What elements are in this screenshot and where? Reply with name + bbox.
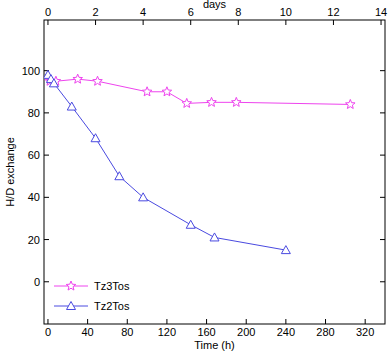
x-tick xyxy=(47,319,48,324)
x2-tick xyxy=(238,20,239,25)
legend-marker xyxy=(66,281,76,290)
x2-tick xyxy=(333,20,334,25)
y-tick xyxy=(44,112,49,113)
point xyxy=(210,233,219,241)
x-tick-label: 240 xyxy=(277,326,295,338)
point xyxy=(91,134,100,142)
point xyxy=(281,246,290,254)
x-tick-label: 200 xyxy=(237,326,255,338)
y-tick-label: 20 xyxy=(28,234,40,246)
x2-tick-label: 14 xyxy=(375,6,387,18)
point xyxy=(93,76,103,85)
x-tick xyxy=(206,319,207,324)
x2-tick-label: 8 xyxy=(235,6,241,18)
y-tick xyxy=(44,155,49,156)
x-tick-label: 0 xyxy=(45,326,51,338)
x2-axis-label: days xyxy=(203,0,227,10)
x2-tick xyxy=(95,20,96,25)
point xyxy=(49,79,58,87)
y-tick xyxy=(44,281,49,282)
x-tick-label: 320 xyxy=(356,326,374,338)
x-tick-label: 280 xyxy=(316,326,334,338)
y-tick-right xyxy=(380,281,385,282)
x2-tick xyxy=(190,20,191,25)
point xyxy=(142,87,152,96)
x-tick xyxy=(325,319,326,324)
legend-label: Tz2Tos xyxy=(94,300,130,312)
y-tick-label: 0 xyxy=(34,276,40,288)
point xyxy=(186,220,195,228)
y-tick-label: 40 xyxy=(28,191,40,203)
x2-tick xyxy=(381,20,382,25)
point xyxy=(182,98,192,107)
x-tick-label: 40 xyxy=(81,326,93,338)
point xyxy=(346,99,356,108)
y-tick-right xyxy=(380,197,385,198)
y-tick-label: 60 xyxy=(28,149,40,161)
chart: 0 40 80 120 160 200 240 280 320 0 2 4 6 8 10 12 14 0 20 40 6… xyxy=(0,0,392,351)
y-tick-right xyxy=(380,112,385,113)
y-tick xyxy=(44,239,49,240)
legend-marker xyxy=(67,302,76,310)
x-tick-label: 120 xyxy=(158,326,176,338)
x-tick xyxy=(365,319,366,324)
x2-tick xyxy=(285,20,286,25)
x-axis-label: Time (h) xyxy=(194,339,235,351)
point xyxy=(207,97,217,106)
x-tick-label: 160 xyxy=(197,326,215,338)
point xyxy=(162,87,172,96)
x2-tick-label: 10 xyxy=(280,6,292,18)
y-axis-label: H/D exchange xyxy=(4,137,16,207)
x-tick xyxy=(87,319,88,324)
point xyxy=(73,74,83,83)
x2-tick-label: 4 xyxy=(140,6,146,18)
plot-frame xyxy=(44,20,385,324)
x2-tick-label: 12 xyxy=(327,6,339,18)
x-tick xyxy=(246,319,247,324)
legend-label: Tz3Tos xyxy=(94,280,130,292)
y-tick-right xyxy=(380,70,385,71)
y-tick xyxy=(44,197,49,198)
y-tick-label: 80 xyxy=(28,107,40,119)
y-tick-right xyxy=(380,239,385,240)
x-tick xyxy=(127,319,128,324)
x2-tick-label: 6 xyxy=(188,6,194,18)
series-line xyxy=(48,75,286,250)
y-tick-right xyxy=(380,155,385,156)
x2-tick-label: 2 xyxy=(92,6,98,18)
x-tick xyxy=(285,319,286,324)
point xyxy=(232,97,242,106)
plot-marks xyxy=(44,70,355,253)
y-tick-label: 100 xyxy=(22,65,40,77)
x2-tick-label: 0 xyxy=(45,6,51,18)
point xyxy=(139,193,148,201)
point xyxy=(67,102,76,110)
x2-tick xyxy=(143,20,144,25)
x-tick xyxy=(166,319,167,324)
x2-tick xyxy=(47,20,48,25)
point xyxy=(115,172,124,180)
x-tick-label: 80 xyxy=(121,326,133,338)
